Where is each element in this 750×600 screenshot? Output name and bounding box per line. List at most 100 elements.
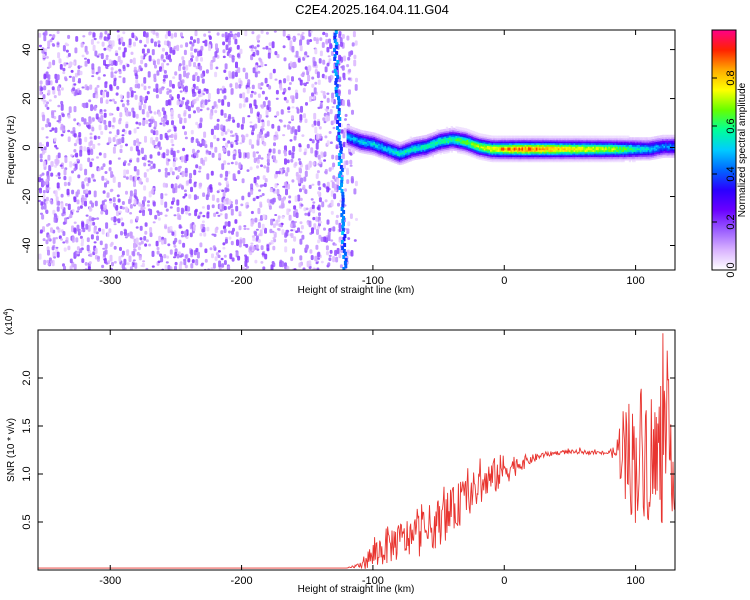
spectrogram-cell bbox=[422, 140, 425, 144]
spectrogram-cell bbox=[93, 179, 96, 182]
spectrogram-cell bbox=[412, 147, 415, 151]
spectrogram-cell bbox=[334, 114, 338, 120]
spectrogram-cell bbox=[315, 216, 319, 222]
spectrogram-cell bbox=[531, 157, 534, 161]
spectrogram-cell bbox=[439, 146, 442, 150]
spectrogram-cell bbox=[567, 152, 570, 156]
spectrogram-cell bbox=[281, 229, 285, 235]
spectrogram-cell bbox=[314, 150, 318, 157]
spectrogram-cell bbox=[88, 99, 92, 103]
spectrogram-cell bbox=[199, 211, 203, 215]
spectrogram-cell bbox=[458, 142, 461, 146]
spectrogram-cell bbox=[173, 244, 177, 248]
spectrogram-cell bbox=[457, 142, 460, 145]
spectrogram-cell bbox=[458, 145, 461, 149]
spectrogram-cell bbox=[145, 95, 149, 101]
spectrogram-cell bbox=[605, 144, 608, 147]
spectrogram-cell bbox=[382, 154, 386, 158]
spectrogram-cell bbox=[568, 145, 572, 149]
spectrogram-cell bbox=[587, 135, 590, 139]
spectrogram-cell bbox=[510, 137, 513, 140]
spectrogram-cell bbox=[269, 187, 273, 193]
spectrogram-cell bbox=[491, 145, 494, 149]
spectrogram-cell bbox=[340, 42, 343, 47]
spectrogram-cell bbox=[422, 154, 425, 157]
spectrogram-cell bbox=[365, 131, 368, 134]
spectrogram-cell bbox=[553, 135, 556, 139]
spectrogram-cell bbox=[123, 169, 127, 176]
spectrogram-cell bbox=[408, 157, 411, 161]
spectrogram-cell bbox=[256, 159, 260, 164]
spectrogram-cell bbox=[194, 208, 198, 213]
spectrogram-cell bbox=[174, 251, 178, 257]
spectrogram-cell bbox=[332, 175, 336, 180]
spectrogram-cell bbox=[494, 152, 497, 156]
spectrogram-cell bbox=[551, 145, 554, 149]
spectrogram-cell bbox=[444, 130, 447, 134]
spectrogram-cell bbox=[458, 127, 461, 130]
spectrogram-cell bbox=[243, 243, 247, 247]
spectrogram-cell bbox=[368, 135, 371, 138]
spectrogram-cell bbox=[113, 245, 117, 250]
spectrogram-cell bbox=[190, 46, 194, 52]
spectrogram-cell bbox=[181, 79, 185, 84]
spectrogram-cell bbox=[463, 139, 466, 143]
spectrogram-cell bbox=[353, 54, 357, 60]
spectrogram-cell bbox=[184, 85, 188, 93]
spectrogram-cell bbox=[450, 141, 453, 144]
spectrogram-cell bbox=[60, 87, 64, 91]
spectrogram-cell bbox=[196, 37, 200, 44]
spectrogram-cell bbox=[393, 152, 397, 155]
spectrogram-cell bbox=[344, 258, 348, 262]
spectrogram-cell bbox=[384, 138, 387, 141]
spectrogram-cell bbox=[333, 48, 337, 52]
spectrogram-cell bbox=[144, 53, 148, 56]
spectrogram-cell bbox=[89, 220, 93, 227]
spectrogram-cell bbox=[348, 139, 351, 142]
spectrogram-cell bbox=[139, 225, 143, 231]
spectrogram-cell bbox=[205, 69, 209, 74]
spectrogram-cell bbox=[393, 148, 397, 152]
spectrogram-cell bbox=[263, 165, 267, 169]
spectrogram-cell bbox=[103, 258, 107, 264]
spectrogram-cell bbox=[589, 135, 592, 139]
spectrogram-cell bbox=[60, 103, 64, 111]
spectrogram-cell bbox=[472, 153, 475, 156]
spectrogram-cell bbox=[438, 138, 441, 142]
spectrogram-cell bbox=[444, 151, 447, 154]
spectrogram-cell bbox=[371, 145, 375, 149]
spectrogram-cell bbox=[575, 144, 578, 147]
spectrogram-cell bbox=[430, 153, 433, 157]
spectrogram-cell bbox=[597, 147, 600, 151]
spectrogram-cell bbox=[143, 44, 147, 48]
spectrogram-cell bbox=[602, 135, 605, 139]
spectrogram-cell bbox=[515, 144, 518, 147]
spectrogram-cell bbox=[351, 126, 354, 130]
spectrogram-cell bbox=[405, 153, 408, 157]
spectrogram-cell bbox=[409, 138, 412, 141]
spectrogram-cell bbox=[405, 145, 408, 148]
spectrogram-cell bbox=[494, 157, 497, 161]
spectrogram-cell bbox=[583, 149, 586, 152]
spectrogram-cell bbox=[341, 225, 345, 229]
spectrogram-cell bbox=[87, 149, 91, 156]
spectrogram-cell bbox=[264, 253, 268, 260]
spectrogram-cell bbox=[220, 257, 224, 261]
spectrogram-cell bbox=[121, 222, 125, 227]
spectrogram-cell bbox=[270, 242, 274, 245]
spectrogram-cell bbox=[69, 161, 73, 168]
spectrogram-cell bbox=[579, 154, 583, 157]
spectrogram-cell bbox=[341, 34, 345, 39]
spectrogram-cell bbox=[353, 59, 357, 67]
spectrogram-cell bbox=[346, 128, 349, 131]
spectrogram-cell bbox=[51, 86, 55, 91]
spectrogram-cell bbox=[362, 144, 365, 147]
spectrogram-cell bbox=[531, 154, 534, 157]
spectrogram-cell bbox=[450, 131, 453, 134]
spectrogram-cell bbox=[472, 146, 475, 150]
spectrogram-cell bbox=[505, 151, 508, 154]
spectrogram-cell bbox=[67, 129, 71, 133]
spectrogram-cell bbox=[155, 83, 159, 89]
spectrogram-cell bbox=[137, 69, 141, 72]
spectrogram-cell bbox=[73, 106, 77, 113]
